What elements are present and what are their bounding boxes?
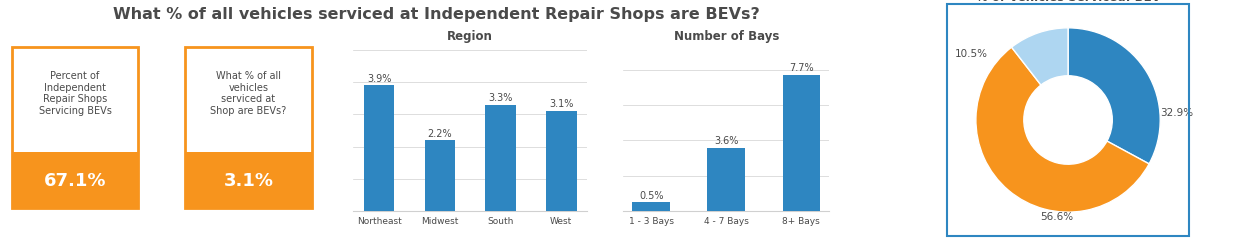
Bar — [485, 105, 516, 211]
Text: Percent of
Independent
Repair Shops
Servicing BEVs: Percent of Independent Repair Shops Serv… — [39, 71, 111, 116]
Text: 32.9%: 32.9% — [1160, 108, 1193, 118]
Title: Number of Bays: Number of Bays — [673, 30, 779, 43]
Text: 3.6%: 3.6% — [715, 136, 738, 146]
Text: 10.5%: 10.5% — [955, 49, 988, 59]
Title: % of Vehicles Serviced: BEV: % of Vehicles Serviced: BEV — [975, 0, 1161, 4]
Text: What % of all vehicles serviced at Independent Repair Shops are BEVs?: What % of all vehicles serviced at Indep… — [113, 7, 759, 22]
Text: 0.5%: 0.5% — [638, 191, 663, 201]
FancyBboxPatch shape — [11, 47, 138, 208]
Wedge shape — [1011, 28, 1069, 85]
Text: 2.2%: 2.2% — [428, 128, 453, 138]
Text: What % of all
vehicles
serviced at
Shop are BEVs?: What % of all vehicles serviced at Shop … — [211, 71, 287, 116]
Text: 3.9%: 3.9% — [367, 74, 392, 84]
Text: 56.6%: 56.6% — [1040, 212, 1074, 222]
Text: 67.1%: 67.1% — [44, 172, 106, 190]
Bar — [707, 148, 744, 211]
Bar — [546, 111, 576, 211]
Text: 3.1%: 3.1% — [549, 99, 574, 109]
Bar — [783, 75, 821, 211]
Wedge shape — [976, 47, 1148, 212]
Wedge shape — [1067, 28, 1160, 164]
Text: 3.1%: 3.1% — [223, 172, 273, 190]
Bar — [424, 140, 455, 211]
FancyBboxPatch shape — [11, 152, 138, 208]
Text: 3.3%: 3.3% — [489, 93, 513, 103]
Title: Region: Region — [448, 30, 493, 43]
FancyBboxPatch shape — [186, 152, 312, 208]
Text: 7.7%: 7.7% — [789, 63, 813, 73]
Bar — [632, 202, 670, 211]
FancyBboxPatch shape — [186, 47, 312, 208]
Bar — [364, 85, 394, 211]
